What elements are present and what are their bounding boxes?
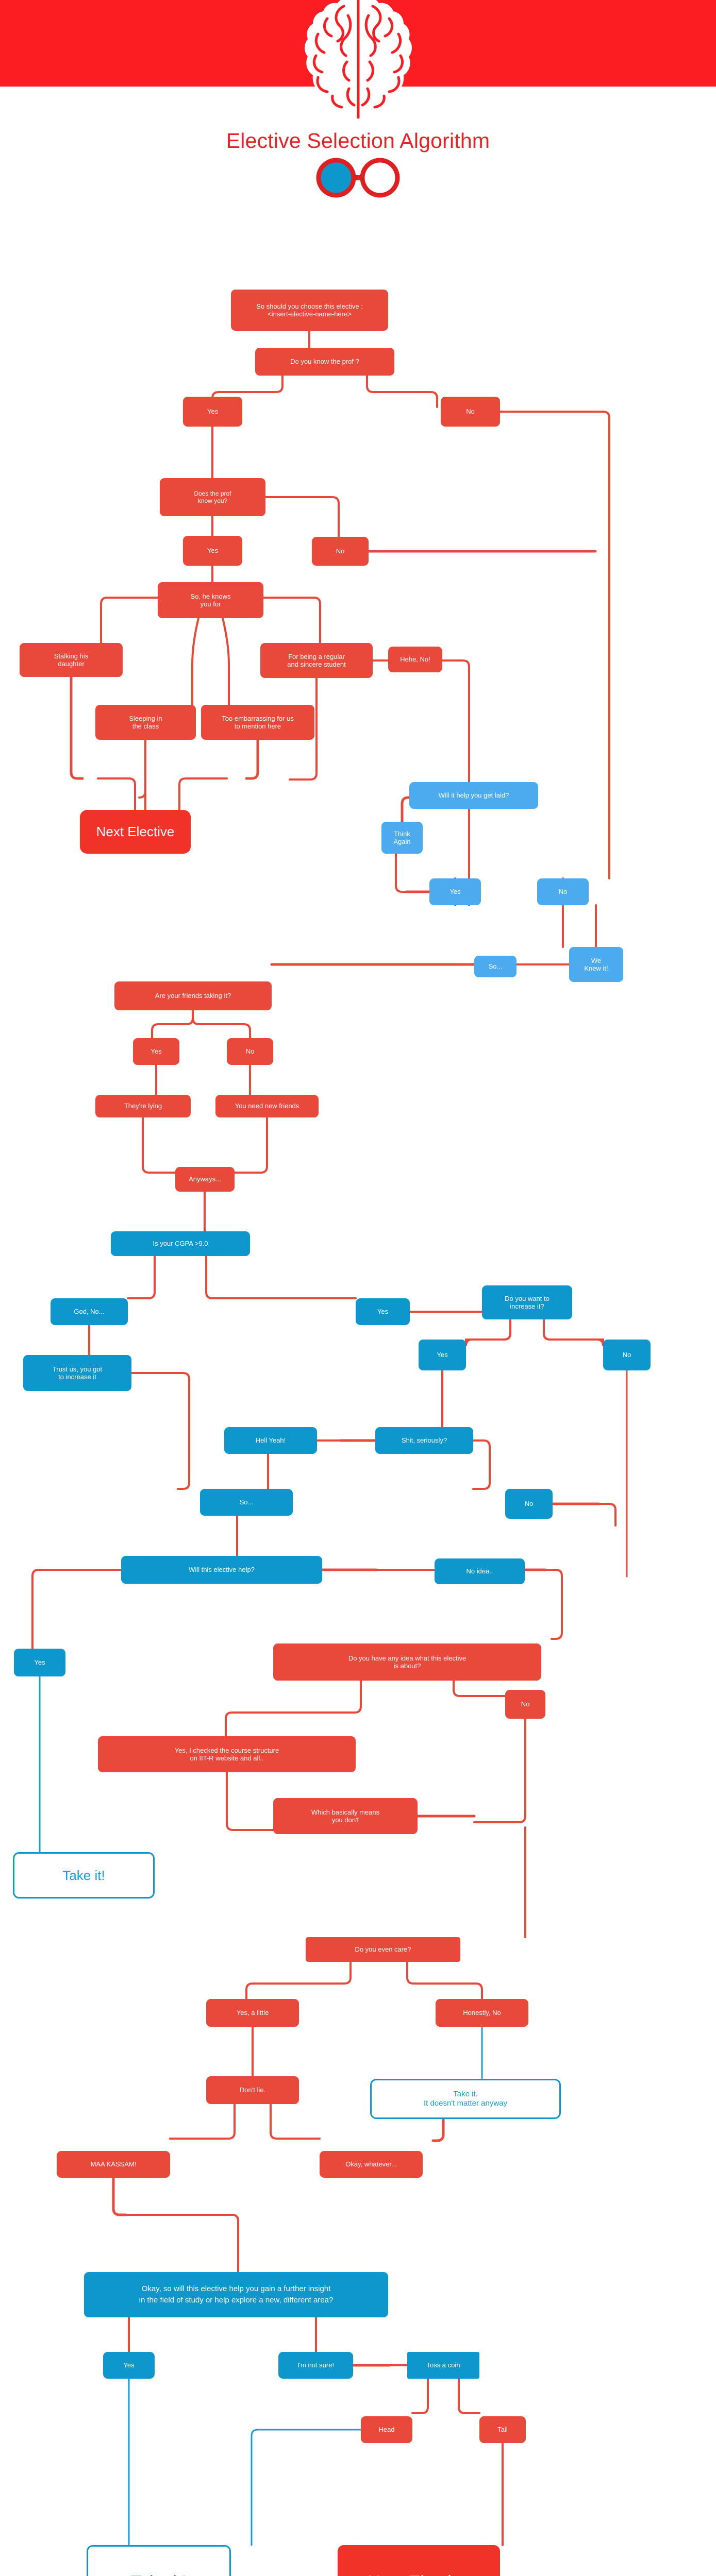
node-knows-you-for-line2: you for	[200, 600, 221, 608]
node-yes-checked-line2: on IIT-R website and all..	[190, 1754, 264, 1762]
node-so-2[interactable]: So...	[200, 1489, 293, 1516]
node-know-prof-yes[interactable]: Yes	[183, 397, 242, 427]
node-sleeping-line2: the class	[132, 722, 159, 730]
node-anyways[interactable]: Anyways...	[175, 1167, 235, 1192]
node-we-knew-it-line1: We	[591, 956, 602, 964]
node-honestly-no[interactable]: Honestly, No	[436, 1999, 528, 2027]
node-im-not-sure[interactable]: I'm not sure!	[278, 2352, 353, 2379]
node-help-yes[interactable]: Yes	[14, 1649, 65, 1676]
node-prof-knows-no[interactable]: No	[312, 537, 369, 566]
node-toss-a-coin[interactable]: Toss a coin	[407, 2352, 479, 2379]
node-hehe-no[interactable]: Hehe, No!	[388, 647, 442, 672]
node-regular-sincere-line2: and sincere student	[287, 660, 346, 668]
node-which-basically-means-you-dont[interactable]: Which basically means you don't	[273, 1798, 418, 1834]
node-cgpa-yes[interactable]: Yes	[356, 1298, 410, 1325]
node-take-it-doesnt-matter-line2: It doesn't matter anyway	[423, 2099, 508, 2108]
node-prof-knows-yes[interactable]: Yes	[183, 536, 242, 566]
node-increase-no[interactable]: No	[603, 1340, 651, 1370]
node-take-it-1[interactable]: Take it!	[13, 1852, 155, 1899]
node-so-he-knows-you-for[interactable]: So, he knows you for	[158, 582, 263, 618]
node-no-idea[interactable]: No idea..	[435, 1558, 525, 1584]
node-do-you-even-care[interactable]: Do you even care?	[306, 1937, 460, 1962]
node-stalking-his-daughter[interactable]: Stalking his daughter	[20, 643, 123, 677]
node-think-again[interactable]: Think Again	[381, 822, 423, 854]
node-take-it-2[interactable]: Take it!	[87, 2545, 231, 2576]
node-stalking-line1: Stalking his	[54, 652, 89, 660]
node-will-it-help-you-get-laid[interactable]: Will it help you get laid?	[409, 782, 538, 809]
node-we-knew-it-line2: Knew it!	[584, 964, 608, 972]
node-yes-i-checked-course-structure[interactable]: Yes, I checked the course structure on I…	[98, 1736, 356, 1772]
node-increase-line2: increase it?	[510, 1302, 544, 1310]
node-idea-no[interactable]: No	[505, 1690, 545, 1719]
node-does-prof-know-you-line2: know you?	[197, 497, 228, 504]
node-you-need-new-friends[interactable]: You need new friends	[215, 1095, 319, 1117]
node-is-your-cgpa[interactable]: Is your CGPA >9.0	[111, 1231, 250, 1256]
node-we-knew-it[interactable]: We Knew it!	[569, 947, 623, 982]
node-yes-checked-line1: Yes, I checked the course structure	[174, 1746, 279, 1754]
node-embarrassing-line2: to mention here	[234, 722, 281, 730]
node-insight-line1: Okay, so will this elective help you gai…	[141, 2284, 331, 2293]
node-regular-sincere-line1: For being a regular	[288, 652, 345, 660]
node-do-you-want-to-increase-it[interactable]: Do you want to increase it?	[482, 1285, 572, 1319]
node-any-idea-line2: is about?	[393, 1662, 421, 1670]
page-title: Elective Selection Algorithm	[226, 129, 490, 152]
node-do-you-know-prof[interactable]: Do you know the prof ?	[255, 348, 394, 376]
node-yes-a-little[interactable]: Yes, a little	[206, 1999, 299, 2027]
node-embarrassing-line1: Too embarrassing for us	[222, 714, 294, 722]
node-start[interactable]: So should you choose this elective : <in…	[231, 290, 388, 331]
node-any-idea-line1: Do you have any idea what this elective	[348, 1654, 467, 1662]
glasses-icon	[316, 158, 400, 198]
node-head[interactable]: Head	[361, 2416, 412, 2443]
node-next-elective-2[interactable]: Next Elective	[338, 2545, 500, 2576]
node-okay-whatever[interactable]: Okay, whatever...	[320, 2151, 423, 2178]
node-which-means-line2: you don't	[331, 1816, 359, 1824]
node-do-you-have-any-idea[interactable]: Do you have any idea what this elective …	[273, 1643, 541, 1681]
node-friends-yes[interactable]: Yes	[133, 1038, 179, 1065]
node-maa-kassam[interactable]: MAA KASSAM!	[57, 2151, 170, 2178]
node-okay-so-will-this-elective-help-insight[interactable]: Okay, so will this elective help you gai…	[84, 2272, 388, 2317]
node-think-again-line2: Again	[393, 838, 411, 845]
node-does-prof-know-you[interactable]: Does the prof know you?	[160, 478, 265, 516]
node-dont-lie[interactable]: Don't lie.	[206, 2076, 299, 2104]
node-trust-us-line2: to increase it	[58, 1373, 96, 1381]
node-so-1[interactable]: So...	[474, 956, 517, 977]
node-which-means-line1: Which basically means	[311, 1808, 380, 1816]
node-increase-line1: Do you want to	[505, 1294, 550, 1302]
brain-icon	[305, 0, 412, 119]
node-shit-seriously[interactable]: Shit, seriously?	[375, 1427, 473, 1454]
node-are-your-friends-taking-it[interactable]: Are your friends taking it?	[114, 981, 272, 1010]
node-next-elective-1[interactable]: Next Elective	[80, 810, 191, 854]
node-knows-you-for-line1: So, he knows	[190, 592, 231, 600]
node-trust-us-line1: Trust us, you got	[52, 1365, 103, 1373]
node-theyre-lying[interactable]: They're lying	[95, 1095, 191, 1117]
node-friends-no[interactable]: No	[227, 1038, 273, 1065]
node-does-prof-know-you-line1: Does the prof	[194, 489, 231, 497]
node-tail[interactable]: Tail	[479, 2416, 526, 2443]
node-know-prof-no[interactable]: No	[441, 397, 500, 427]
node-regular-sincere-student[interactable]: For being a regular and sincere student	[260, 643, 373, 678]
node-shit-no[interactable]: No	[505, 1489, 553, 1519]
node-too-embarrassing[interactable]: Too embarrassing for us to mention here	[201, 705, 314, 740]
node-take-it-doesnt-matter-line1: Take it.	[453, 2090, 478, 2099]
node-sleeping-in-the-class[interactable]: Sleeping in the class	[95, 705, 196, 740]
node-take-it-doesnt-matter[interactable]: Take it. It doesn't matter anyway	[370, 2079, 561, 2119]
node-will-this-elective-help[interactable]: Will this elective help?	[121, 1556, 322, 1584]
node-laid-yes[interactable]: Yes	[429, 878, 481, 905]
node-trust-us-you-got-to-increase-it[interactable]: Trust us, you got to increase it	[23, 1355, 131, 1391]
node-insight-yes[interactable]: Yes	[103, 2352, 155, 2379]
node-start-line1: So should you choose this elective :	[256, 302, 363, 310]
node-hell-yeah[interactable]: Hell Yeah!	[224, 1427, 317, 1454]
node-god-no[interactable]: God, No...	[51, 1298, 128, 1325]
node-sleeping-line1: Sleeping in	[129, 714, 162, 722]
node-increase-yes[interactable]: Yes	[419, 1340, 466, 1370]
node-stalking-line2: daughter	[58, 660, 85, 668]
node-insight-line2: in the field of study or help explore a …	[139, 2296, 334, 2304]
node-start-line2: <insert-elective-name-here>	[268, 310, 352, 318]
node-think-again-line1: Think	[394, 829, 410, 838]
node-laid-no[interactable]: No	[537, 878, 589, 905]
